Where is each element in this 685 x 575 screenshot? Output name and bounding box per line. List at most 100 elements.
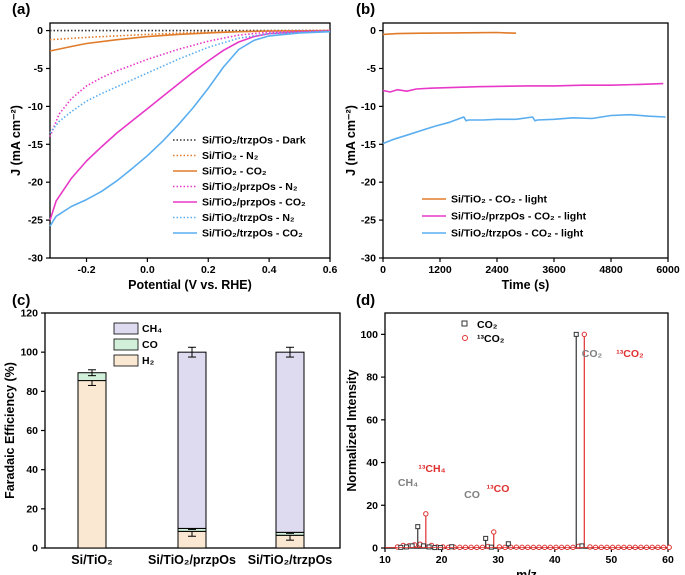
peak-annotation-1: ¹³CH₄ — [418, 463, 445, 475]
y-tick-label: 40 — [26, 464, 38, 476]
y-tick-label: 0 — [37, 25, 43, 37]
y-tick-label: -20 — [28, 177, 43, 189]
y-tick-label: 80 — [26, 386, 38, 398]
marker-co2 — [483, 535, 489, 541]
bar-segment-2 — [275, 351, 305, 533]
legend-entry-4: Si/TiO₂/przpOs - CO₂ — [202, 197, 306, 209]
marker-13co2 — [581, 331, 587, 338]
x-tick-label: 0.6 — [323, 264, 338, 276]
y-axis-label: J (mA cm⁻²) — [9, 105, 23, 176]
y-tick-label: 20 — [366, 500, 378, 512]
x-tick-label: 0 — [380, 264, 386, 276]
bar-segment-0 — [77, 380, 107, 549]
x-tick-label: 40 — [549, 554, 561, 566]
x-tick-label: 2400 — [485, 264, 509, 276]
marker-13co2 — [423, 511, 429, 517]
marker-13co2 — [491, 529, 497, 535]
x-tick-label: 0.2 — [201, 264, 216, 276]
legend-entry-2: Si/TiO₂ - CO₂ — [202, 166, 267, 178]
bar-segment-2 — [177, 351, 207, 529]
panel-label: (a) — [12, 1, 30, 18]
y-tick-label: 0 — [370, 25, 376, 37]
legend-swatch — [113, 354, 139, 367]
marker-co2 — [449, 544, 455, 550]
series-line-2 — [49, 29, 331, 52]
panel-3: 10 20 30 40 50 60 0 20 40 60 80 100 Normalized Inten… — [345, 292, 674, 575]
y-tick-label: -25 — [28, 215, 43, 227]
x-tick-label: 10 — [379, 554, 391, 566]
plot-frame — [382, 22, 669, 259]
x-tick-label: 1200 — [428, 264, 452, 276]
y-tick-label: -10 — [361, 101, 376, 113]
y-tick-label: -25 — [361, 215, 376, 227]
x-tick-label: 0.0 — [140, 264, 155, 276]
legend-entry-1: ¹³CO₂ — [477, 333, 505, 345]
x-axis-label: Potential (V vs. RHE) — [128, 278, 252, 292]
x-axis-label: Time (s) — [502, 278, 550, 292]
marker-13co2 — [587, 544, 593, 550]
y-tick-label: 0 — [32, 543, 38, 555]
y-axis-label: Normalized Intensity — [345, 369, 359, 491]
panel-label: (b) — [356, 1, 375, 18]
marker-co2 — [415, 524, 421, 530]
marker-co2 — [573, 331, 579, 337]
x-tick-label: -0.2 — [77, 264, 95, 276]
marker-co2 — [403, 544, 409, 550]
y-tick-label: 20 — [26, 503, 38, 515]
legend-entry-5: Si/TiO₂/trzpOs - N₂ — [202, 212, 295, 224]
marker-13co2 — [496, 544, 503, 550]
x-tick-label: 30 — [492, 554, 504, 566]
y-tick-label: -15 — [28, 139, 43, 151]
marker-co2 — [505, 541, 511, 547]
legend-entry-0: CH₄ — [142, 323, 162, 335]
y-tick-label: 60 — [26, 425, 38, 437]
legend-entry-1: CO — [142, 339, 158, 351]
series-line-5 — [49, 30, 331, 134]
peak-annotation-2: CO — [464, 489, 480, 501]
plot-frame — [49, 22, 331, 259]
x-tick-label: 0.4 — [262, 264, 277, 276]
x-tick-label: 3600 — [542, 264, 566, 276]
legend-entry-1: Si/TiO₂/przpOs - CO₂ - light — [451, 211, 587, 223]
y-tick-label: -5 — [34, 63, 43, 75]
y-tick-label: 120 — [20, 308, 38, 320]
series-line-2 — [382, 113, 666, 145]
panel-2: 0 20 40 60 80 100 120 Faradaic Efficiency (%) (c… — [3, 292, 341, 567]
x-tick-label: 20 — [436, 554, 448, 566]
y-tick-label: -30 — [361, 253, 376, 265]
legend-marker-13co2 — [462, 335, 468, 341]
legend-entry-0: Si/TiO₂/trzpOs - Dark — [202, 135, 306, 147]
panel-label: (c) — [12, 292, 30, 309]
y-tick-label: -5 — [367, 63, 376, 75]
legend-entry-2: Si/TiO₂/trzpOs - CO₂ - light — [451, 228, 584, 240]
legend-marker-co2 — [461, 320, 468, 327]
peak-annotation-5: ¹³CO₂ — [616, 348, 644, 360]
category-label: Si/TiO₂/trzpOs — [248, 553, 333, 567]
legend-swatch — [113, 322, 139, 335]
series-line-3 — [49, 29, 331, 137]
legend-entry-6: Si/TiO₂/trzpOs - CO₂ — [202, 228, 303, 240]
category-label: Si/TiO₂ — [71, 553, 112, 567]
peak-annotation-3: ¹³CO — [487, 483, 510, 495]
y-axis-label: J (mA cm⁻²) — [344, 105, 358, 176]
y-tick-label: -20 — [361, 177, 376, 189]
series-line-1 — [382, 82, 664, 93]
legend-entry-0: CO₂ — [477, 319, 498, 331]
x-tick-label: 4800 — [599, 264, 623, 276]
x-tick-label: 50 — [606, 554, 618, 566]
series-line-0 — [382, 31, 517, 36]
x-tick-label: 6000 — [656, 264, 680, 276]
y-tick-label: 100 — [360, 329, 378, 341]
peak-annotation-4: CO₂ — [582, 348, 603, 360]
panel-0: -0.2 0.0 0.2 0.4 0.6 0 -5 -10 -15 -20 -25 -30 J (mA … — [9, 1, 337, 292]
category-label: Si/TiO₂/przpOs — [148, 553, 236, 567]
y-tick-label: -10 — [28, 101, 43, 113]
legend-entry-2: H₂ — [142, 355, 155, 367]
x-axis-label: m/z — [516, 568, 537, 575]
marker-co2 — [426, 544, 432, 550]
y-tick-label: 60 — [366, 414, 378, 426]
y-tick-label: 100 — [20, 347, 38, 359]
panel-label: (d) — [356, 292, 375, 309]
legend-entry-3: Si/TiO₂/przpOs - N₂ — [202, 181, 298, 193]
panel-1: 0 1200 2400 3600 4800 6000 0 -5 -10 -15 -20 -25 -30 J… — [344, 1, 680, 292]
